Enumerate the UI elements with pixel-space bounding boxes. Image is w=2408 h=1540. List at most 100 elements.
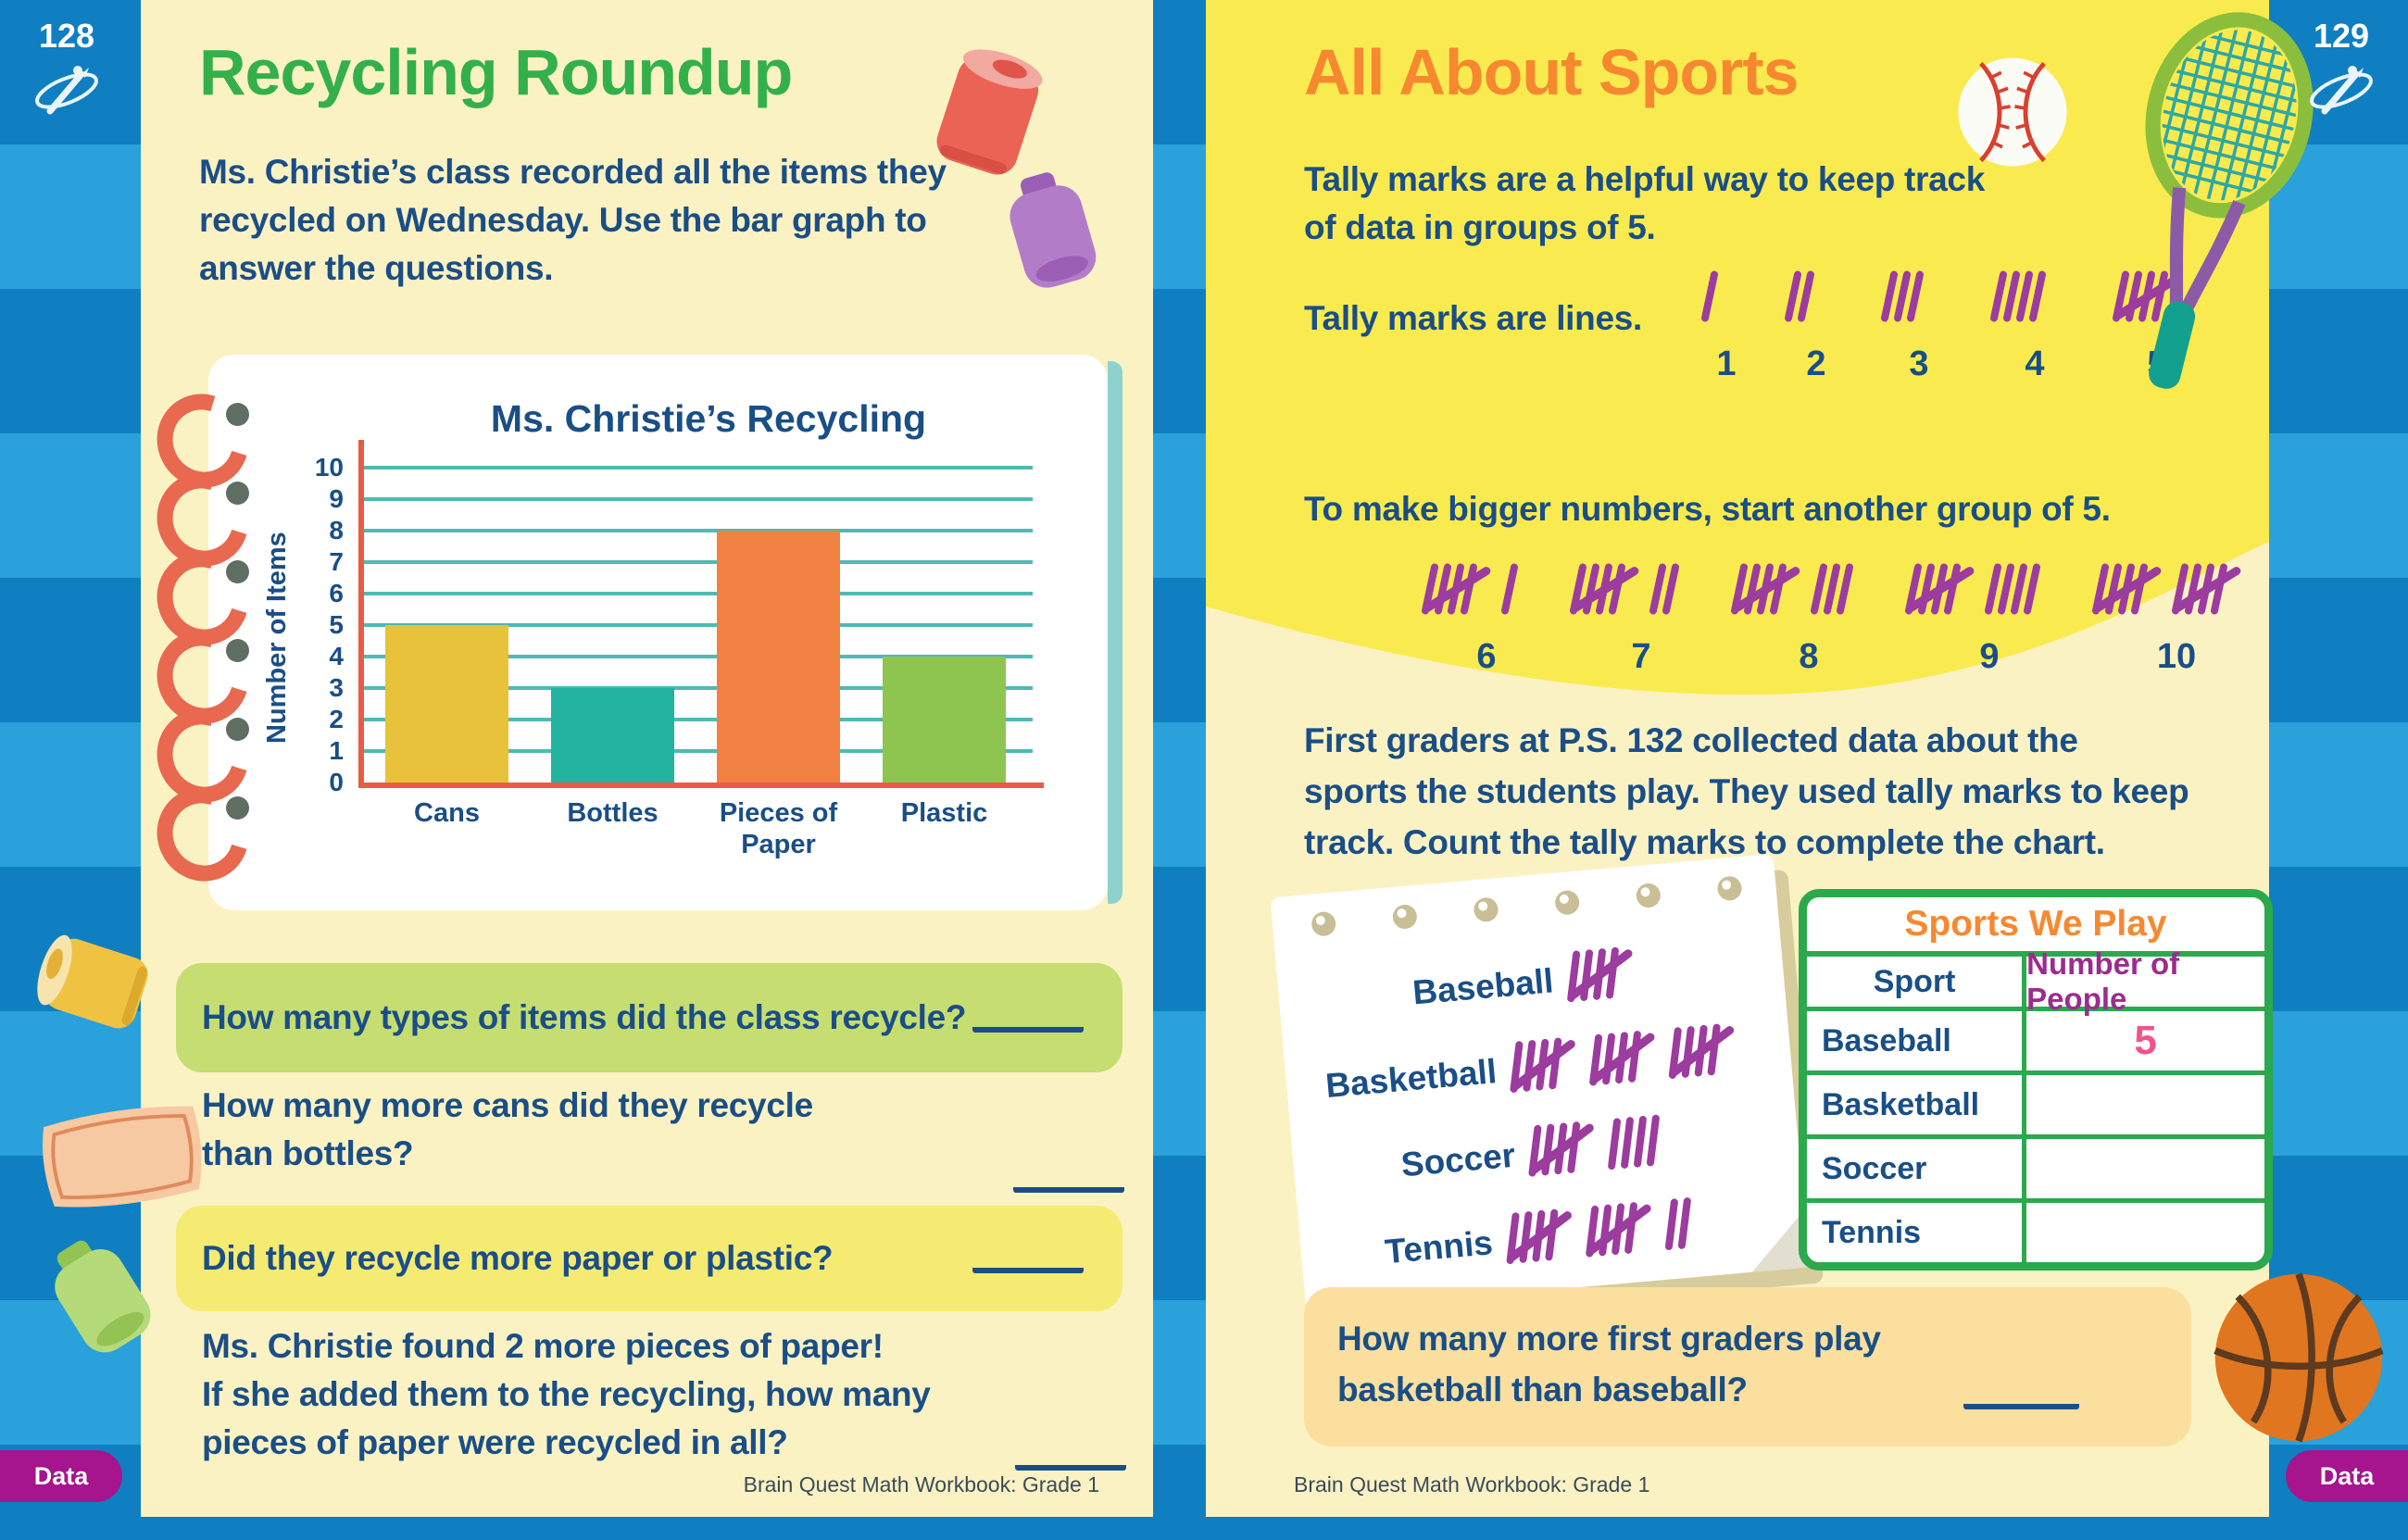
bold-term-tally-marks: Tally marks: [1304, 160, 1487, 198]
ring-hole-icon: [226, 403, 249, 426]
gridline: [364, 623, 1033, 627]
notepad-sport-label: Basketball: [1323, 1052, 1499, 1106]
page-number-129: 129: [2313, 17, 2370, 55]
tally-group: [1984, 562, 2051, 620]
lesson1-label: Tally marks are lines.: [1304, 299, 1642, 337]
tally-group: [1588, 1029, 1657, 1092]
answer-blank-2[interactable]: [1013, 1163, 1124, 1193]
question-4: Ms. Christie found 2 more pieces of pape…: [202, 1322, 1139, 1472]
tally-number-label: 6: [1476, 637, 1497, 676]
y-tick-label: 5: [329, 610, 344, 639]
notepad-sport-label: Tennis: [1383, 1223, 1495, 1271]
answer-blank-3[interactable]: [972, 1244, 1084, 1273]
hole-punch-icon: [1635, 882, 1662, 909]
section-tab-data-left: Data: [0, 1450, 122, 1502]
question-3-box: Did they recycle more paper or plastic?: [176, 1206, 1122, 1311]
tally-number-label: 7: [1631, 637, 1651, 676]
tally-group: [1510, 1036, 1577, 1099]
gridline: [364, 718, 1033, 721]
answer-blank-5[interactable]: [1963, 1380, 2079, 1409]
hole-punch-icon: [1716, 875, 1743, 902]
tally-number-label: 2: [1806, 344, 1826, 383]
tally-group: [1989, 269, 2056, 328]
table-row: Basketball: [1807, 1070, 2264, 1134]
x-tick-label: Cans: [414, 798, 480, 828]
baseball-icon: [1956, 56, 2069, 173]
tally-cell: 8: [1730, 562, 1882, 677]
gridline: [364, 466, 1033, 470]
question-1-box: How many types of items did the class re…: [176, 963, 1122, 1072]
tally-group: [1421, 562, 1493, 620]
y-tick-label: 1: [329, 736, 344, 765]
tally-group: [1528, 1120, 1596, 1183]
tally-group: [1566, 945, 1634, 1008]
tally-group: [1784, 269, 1825, 328]
tally-number-label: 10: [2156, 637, 2197, 676]
notepad-tally-marks: [1510, 1020, 1753, 1099]
tally-cell: 1: [1700, 269, 1747, 384]
notepad-sport-label: Baseball: [1411, 961, 1555, 1012]
tally-cell: 3: [1880, 269, 1952, 384]
tally-group: [1585, 1200, 1653, 1263]
y-tick-label: 3: [329, 673, 344, 702]
tally-group: [1505, 1208, 1574, 1271]
tally-number-label: 3: [1909, 344, 1929, 383]
bar-Pieces of Paper: [717, 531, 840, 783]
tally-group: [1649, 562, 1689, 620]
chart-plot: [364, 447, 1033, 783]
x-tick-label: Bottles: [567, 798, 658, 828]
question-3-text: Did they recycle more paper or plastic?: [202, 1239, 834, 1277]
number-of-people-cell[interactable]: 5: [2022, 1011, 2264, 1070]
hole-punch-icon: [1473, 896, 1499, 923]
notepad-rows: Baseball Basketball Soccer Tennis: [1276, 919, 1809, 1302]
page-title-all-about-sports: All About Sports: [1304, 36, 1800, 108]
page-129: All About Sports Tally marks are a helpf…: [1206, 0, 2273, 1517]
page-128: Recycling Roundup Ms. Christie’s class r…: [140, 0, 1153, 1517]
tally-cell: 2: [1784, 269, 1843, 384]
gridline: [364, 749, 1033, 753]
ring-hole-icon: [226, 560, 249, 583]
tally-row-2: 6 7 8 9 10: [1421, 562, 2256, 677]
bar-Cans: [385, 625, 508, 783]
number-of-people-cell[interactable]: [2022, 1139, 2264, 1198]
intro-text: Ms. Christie’s class recorded all the it…: [199, 153, 947, 287]
header-sport: Sport: [1873, 963, 1956, 999]
tally-group: [1880, 269, 1934, 328]
tally-cell: 4: [1989, 269, 2075, 384]
x-tick-label: Pieces of Paper: [719, 798, 838, 859]
question-1-text: How many types of items did the class re…: [202, 998, 967, 1036]
tally-number-label: 9: [1979, 637, 2000, 676]
number-of-people-cell[interactable]: [2022, 1075, 2264, 1134]
tally-cell: 10: [2091, 562, 2256, 677]
tally-number-label: 4: [2025, 344, 2045, 383]
green-bottle-icon: [26, 1220, 174, 1375]
sport-cell: Baseball: [1822, 1022, 1951, 1058]
ring-hole-icon: [226, 796, 249, 820]
chart-ylabels: 0 1 2 3 4 5 6 7 8 9 10: [294, 447, 351, 796]
tally-group: [2171, 562, 2243, 620]
tally-intro-text: Tally marks are a helpful way to keep tr…: [1304, 160, 1985, 246]
tally-number-label: 8: [1799, 637, 1819, 676]
question-box-basketball: How many more first graders play basketb…: [1304, 1287, 2191, 1446]
table-row: Tennis: [1807, 1198, 2264, 1262]
paragraph-text: First graders at P.S. 132 collected data…: [1304, 721, 2189, 861]
tally-group: [1730, 562, 1802, 620]
y-tick-label: 2: [329, 705, 344, 733]
tally-cell: 7: [1569, 562, 1708, 677]
number-of-people-cell[interactable]: [2022, 1203, 2264, 1262]
section-tab-data-right: Data: [2286, 1450, 2408, 1502]
hole-punch-icon: [1311, 910, 1337, 937]
answer-blank-4[interactable]: [1015, 1441, 1126, 1471]
gridline: [364, 529, 1033, 532]
y-tick-label: 10: [314, 453, 344, 482]
tally-group: [1607, 1113, 1674, 1176]
bar-Plastic: [883, 657, 1006, 783]
gridline: [364, 560, 1033, 564]
answer-blank-1[interactable]: [972, 1003, 1084, 1033]
brain-quest-logo-icon: [2304, 54, 2378, 132]
bright-yellow-section: [1206, 0, 2269, 695]
notepad-tally-marks: [1566, 944, 1651, 1008]
red-can-icon: [919, 32, 1059, 196]
hole-punch-icon: [1391, 903, 1418, 931]
